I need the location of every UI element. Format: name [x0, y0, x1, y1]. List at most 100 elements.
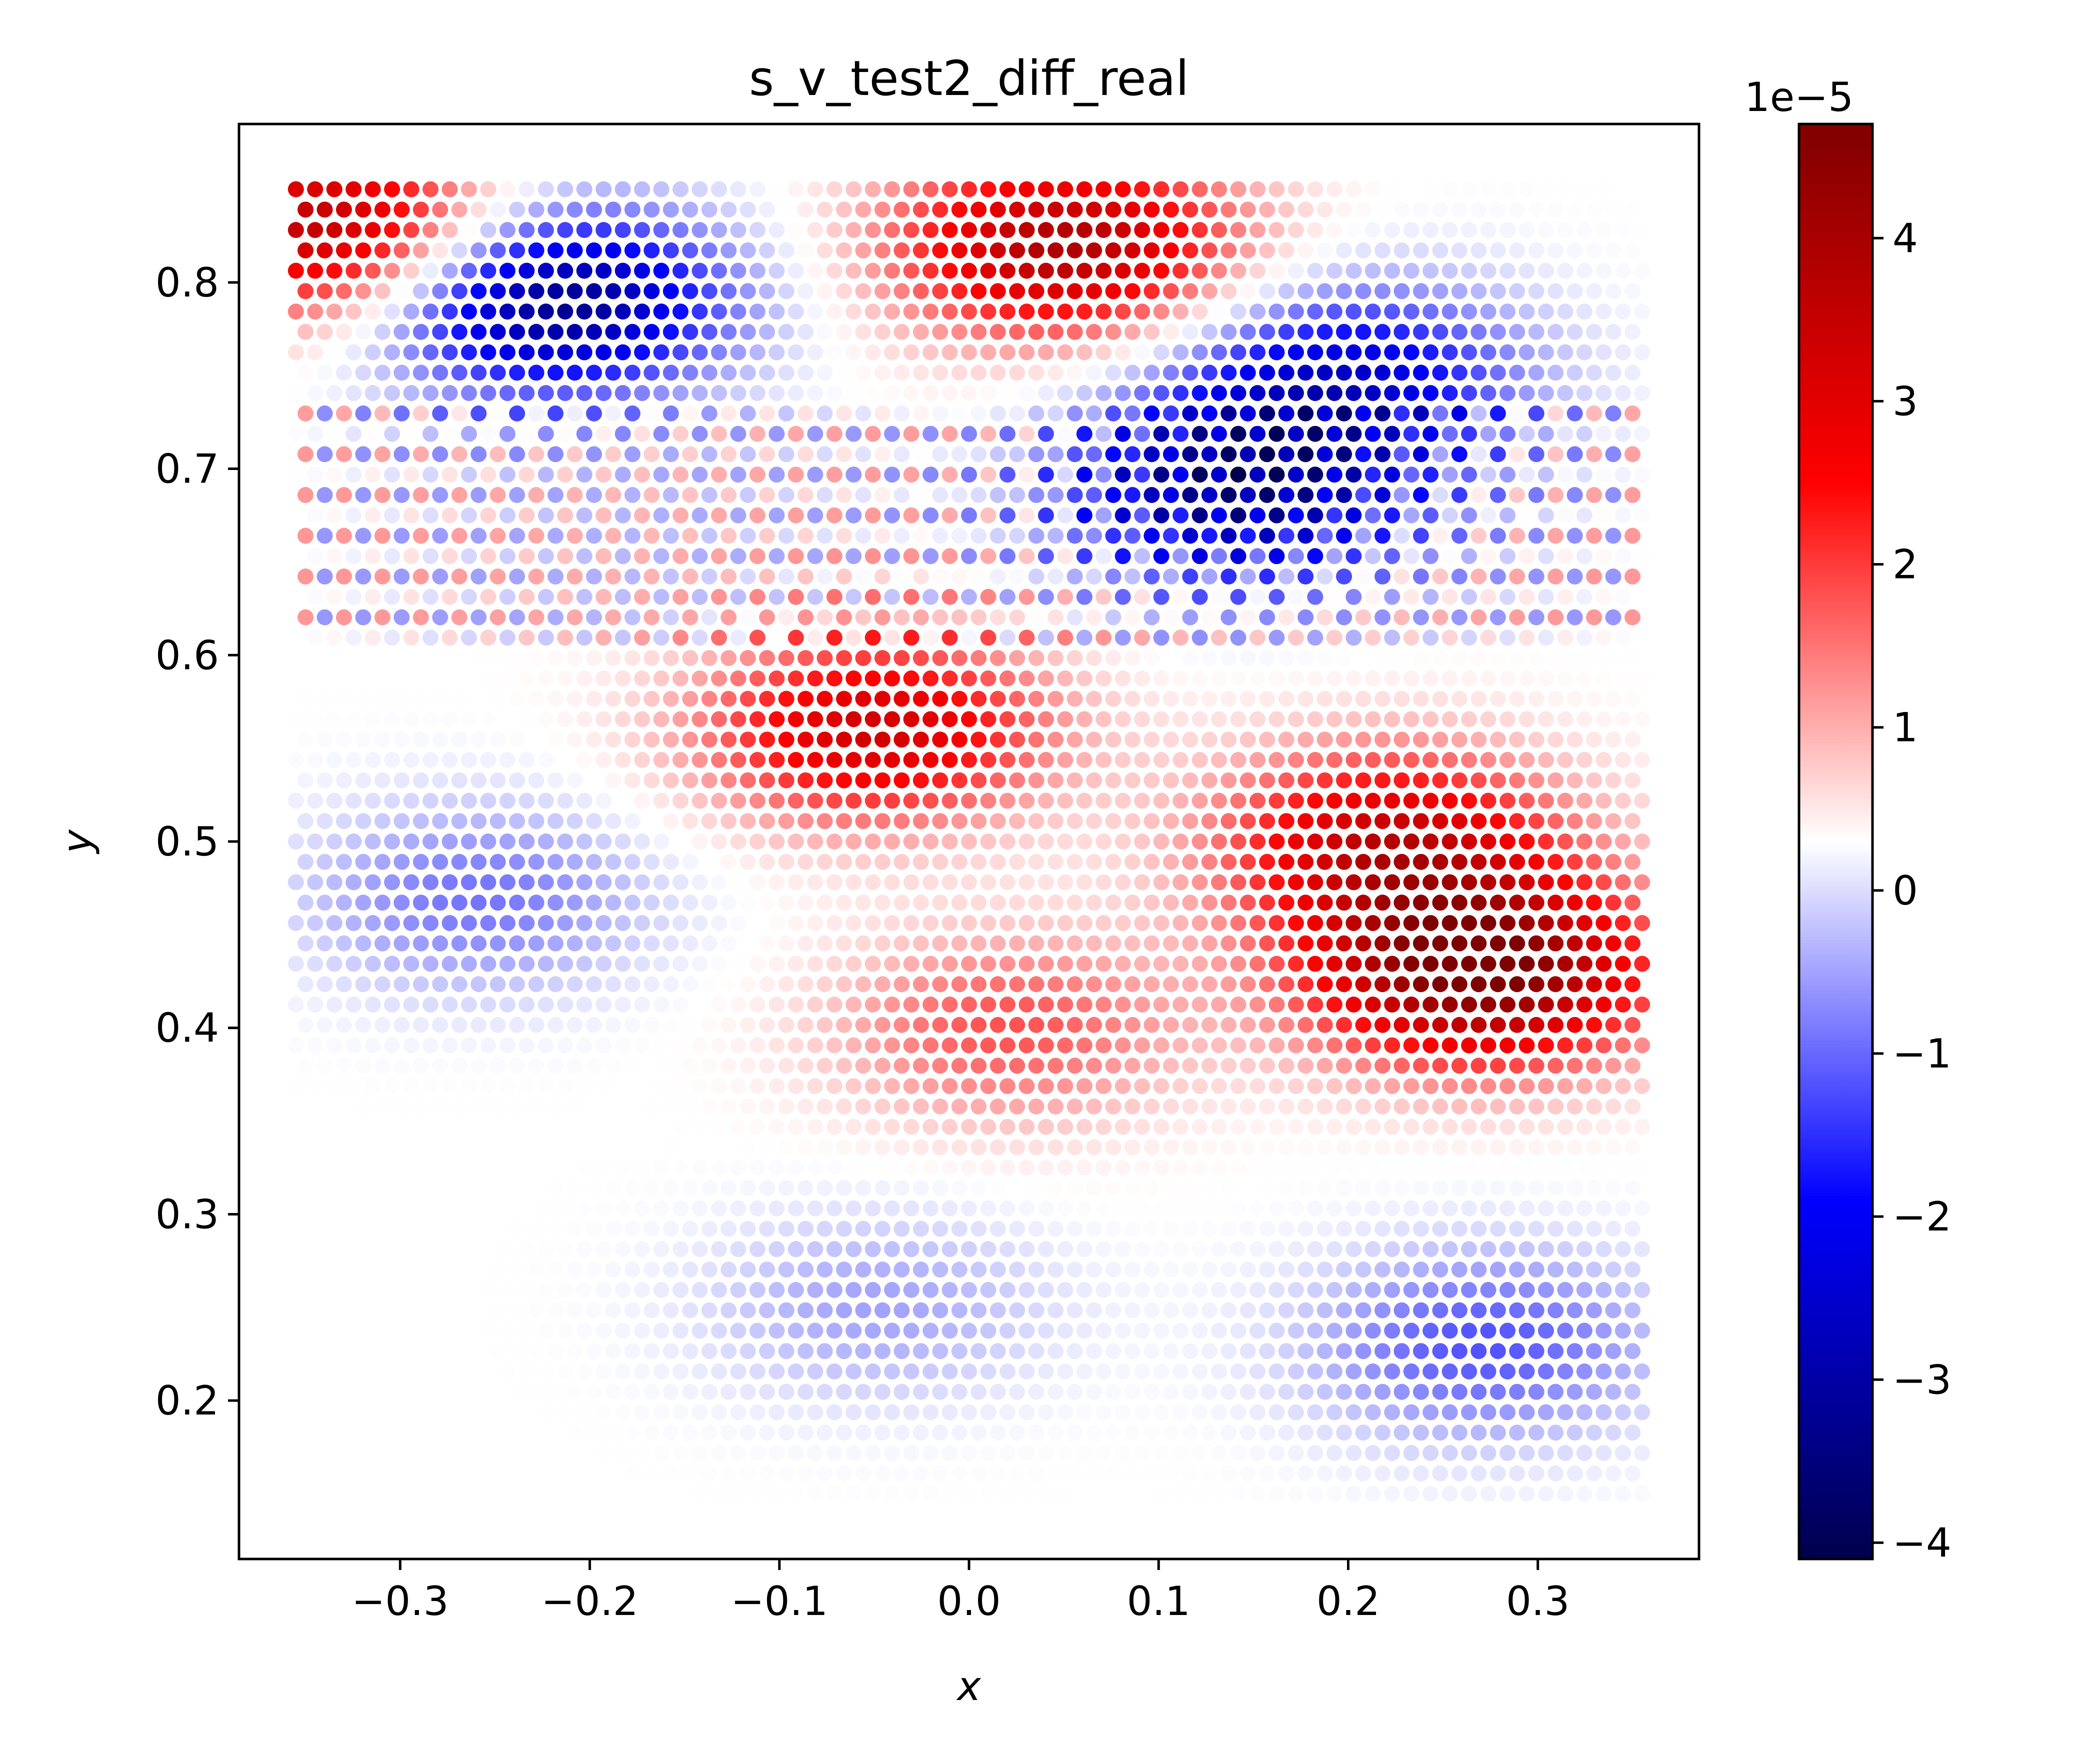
data-point [1336, 935, 1352, 952]
data-point [364, 1037, 381, 1054]
data-point [807, 1445, 824, 1461]
data-point [1288, 426, 1304, 442]
data-point [692, 1200, 708, 1216]
data-point [1624, 935, 1640, 952]
data-point [1403, 630, 1420, 646]
data-point [768, 1445, 785, 1461]
data-point [1403, 222, 1420, 238]
data-point [864, 1322, 881, 1339]
data-point [1298, 405, 1314, 422]
data-point [759, 528, 776, 544]
data-point [1307, 304, 1324, 320]
data-point [701, 242, 718, 258]
data-point [1038, 670, 1054, 686]
data-point [778, 528, 794, 544]
data-point [759, 1098, 776, 1114]
data-point [1153, 874, 1170, 890]
data-point [1153, 956, 1170, 972]
data-point [1172, 792, 1189, 809]
data-point [548, 1424, 564, 1441]
data-point [548, 1180, 564, 1196]
data-point [730, 1486, 746, 1502]
data-point [1442, 426, 1458, 442]
data-point [807, 1078, 824, 1094]
data-point [614, 304, 631, 320]
data-point [855, 854, 872, 870]
data-point [326, 1037, 342, 1054]
data-point [1144, 324, 1160, 340]
data-point [326, 834, 342, 850]
data-point [846, 996, 862, 1013]
data-point [1114, 1404, 1131, 1420]
data-point [470, 1098, 487, 1114]
data-point [922, 344, 939, 360]
data-point [364, 792, 381, 809]
data-point [1038, 996, 1054, 1013]
data-point [1634, 711, 1650, 728]
data-point [364, 1200, 381, 1216]
data-point [1240, 976, 1256, 992]
data-point [692, 630, 708, 646]
data-point [1355, 1424, 1372, 1441]
data-point [1470, 446, 1487, 462]
data-point [499, 996, 516, 1013]
data-point [1278, 854, 1294, 870]
data-point [288, 304, 304, 320]
data-point [970, 813, 987, 830]
data-point [538, 385, 554, 402]
data-point [316, 324, 333, 340]
data-point [970, 528, 987, 544]
data-point [1451, 1302, 1468, 1318]
data-point [326, 630, 342, 646]
data-point [1316, 772, 1333, 788]
data-point [548, 732, 564, 748]
data-point [528, 568, 544, 584]
data-point [778, 1302, 794, 1318]
data-point [307, 507, 324, 524]
data-point [1470, 1424, 1487, 1441]
data-point [1144, 813, 1160, 830]
data-point [1374, 202, 1390, 218]
data-point [1124, 935, 1140, 952]
data-point [1336, 690, 1352, 707]
data-point [1096, 1078, 1112, 1094]
data-point [499, 181, 516, 198]
data-point [1374, 1384, 1390, 1400]
data-point [980, 1404, 996, 1420]
data-point [307, 588, 324, 605]
data-point [1048, 813, 1064, 830]
data-point [644, 487, 660, 503]
data-point [518, 834, 535, 850]
data-point [586, 405, 602, 422]
data-point [855, 1424, 872, 1441]
data-point [1038, 1078, 1054, 1094]
data-point [566, 528, 583, 544]
data-point [768, 711, 785, 728]
data-point [298, 650, 314, 666]
data-point [460, 630, 477, 646]
data-point [336, 283, 352, 300]
data-point [346, 874, 362, 890]
data-point [1048, 1384, 1064, 1400]
data-point [999, 834, 1016, 850]
data-point [316, 446, 333, 462]
data-point [1162, 1139, 1179, 1156]
data-point [1586, 690, 1602, 707]
data-point [816, 446, 833, 462]
data-point [980, 181, 996, 198]
data-point [1624, 1384, 1640, 1400]
data-point [1403, 548, 1420, 564]
data-point [576, 548, 592, 564]
data-point [1336, 1139, 1352, 1156]
data-point [1490, 976, 1506, 992]
data-point [1307, 1322, 1324, 1339]
data-point [499, 1404, 516, 1420]
data-point [1548, 1058, 1564, 1074]
data-point [768, 385, 785, 402]
data-point [922, 1118, 939, 1135]
data-point [653, 1486, 670, 1502]
data-point [1086, 935, 1102, 952]
data-point [442, 548, 458, 564]
data-point [1153, 548, 1170, 564]
data-point [326, 344, 342, 360]
